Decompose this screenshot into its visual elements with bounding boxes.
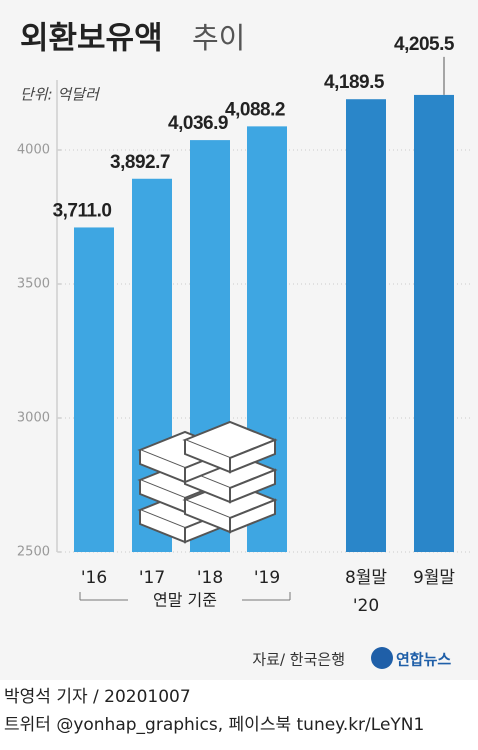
agency-logo [371,647,393,669]
source: 자료/ 한국은행 [252,651,345,669]
group-label: 연말 기준 [153,591,217,610]
x-tick-label: 9월말 [413,568,455,588]
value-label: 4,189.5 [324,72,385,93]
y-tick-label: 3000 [17,411,50,426]
group-label-bg [128,590,242,610]
value-label: 4,036.9 [168,113,228,134]
value-label: 3,711.0 [53,200,112,221]
unit-label: 단위: 억달러 [20,86,100,104]
value-label: 4,205.5 [394,34,455,55]
bar [74,227,114,552]
chart-title: 외환보유액 [20,21,163,57]
x-tick-label: '16 [81,568,107,588]
byline: 박영석 기자 / 20201007 [4,687,191,707]
x-tick-label: '18 [197,568,223,588]
value-label: 3,892.7 [110,152,170,173]
group-label: '20 [353,596,379,616]
chart-subtitle: 추이 [192,21,245,55]
bar [414,94,454,553]
value-label: 4,088.2 [225,99,285,120]
y-tick-label: 3500 [17,277,50,292]
x-tick-label: '19 [254,568,280,588]
y-tick-label: 4000 [17,143,50,158]
bar [346,99,386,553]
x-tick-label: '17 [139,568,165,588]
y-tick-label: 2500 [17,545,50,560]
money-icon [137,420,278,544]
x-tick-label: 8월말 [345,568,387,588]
social: 트위터 @yonhap_graphics, 페이스북 tuney.kr/LeYN… [4,715,424,735]
agency: 연합뉴스 [396,651,451,669]
